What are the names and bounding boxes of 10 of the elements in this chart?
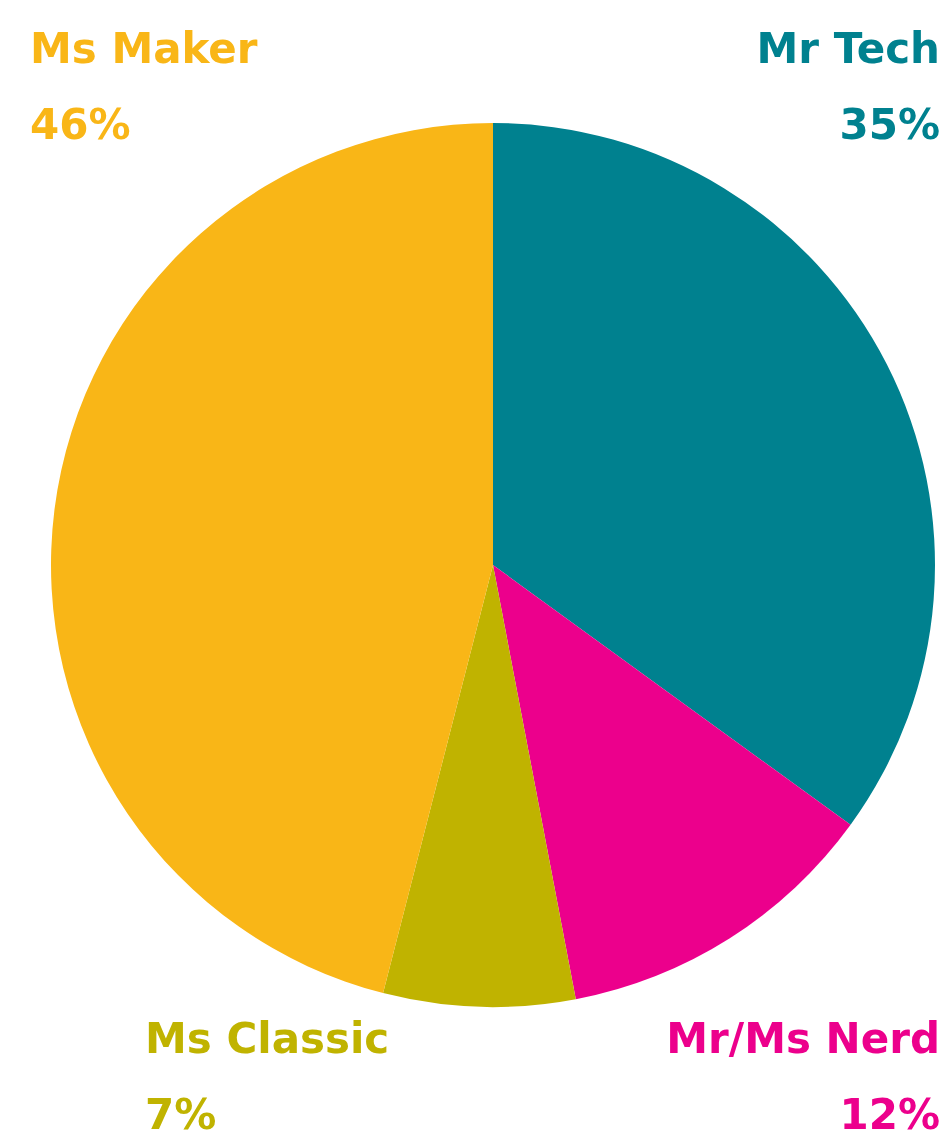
- pie-slice: [383, 565, 576, 1007]
- data-label: 12%: [839, 1090, 940, 1139]
- data-label: 7%: [145, 1090, 217, 1139]
- pie-slice: [493, 565, 851, 1000]
- data-label: 35%: [839, 100, 940, 149]
- slice-label: Ms Maker: [30, 24, 258, 73]
- slice-label: Mr/Ms Nerd: [666, 1014, 940, 1063]
- slice-label: Ms Classic: [145, 1014, 390, 1063]
- data-label: 46%: [30, 100, 131, 149]
- slice-label: Mr Tech: [756, 24, 940, 73]
